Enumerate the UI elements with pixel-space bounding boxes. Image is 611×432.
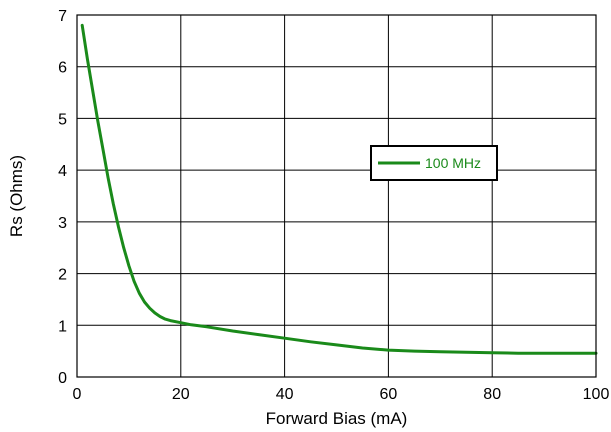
series-line-100mhz xyxy=(80,23,598,355)
x-tick-label: 80 xyxy=(483,386,501,403)
x-tick-label: 100 xyxy=(583,386,610,403)
x-axis-title: Forward Bias (mA) xyxy=(266,409,408,428)
plot-frame xyxy=(76,14,597,378)
y-tick-label: 0 xyxy=(58,370,67,387)
x-tick-label: 20 xyxy=(172,386,190,403)
tick-labels: 0 20 40 60 80 100 0 1 2 3 4 5 6 7 xyxy=(58,8,609,403)
legend-label: 100 MHz xyxy=(425,155,481,171)
series-lines xyxy=(80,23,598,355)
x-tick-label: 40 xyxy=(276,386,294,403)
y-tick-label: 6 xyxy=(58,60,67,77)
y-axis-title: Rs (Ohms) xyxy=(7,155,26,237)
y-tick-label: 2 xyxy=(58,267,67,284)
x-tick-label: 0 xyxy=(73,386,82,403)
legend: 100 MHz xyxy=(370,145,498,181)
y-tick-label: 4 xyxy=(58,163,67,180)
y-tick-label: 1 xyxy=(58,318,67,335)
y-tick-label: 7 xyxy=(58,8,67,25)
x-tick-label: 60 xyxy=(380,386,398,403)
y-tick-label: 3 xyxy=(58,215,67,232)
y-tick-label: 5 xyxy=(58,111,67,128)
